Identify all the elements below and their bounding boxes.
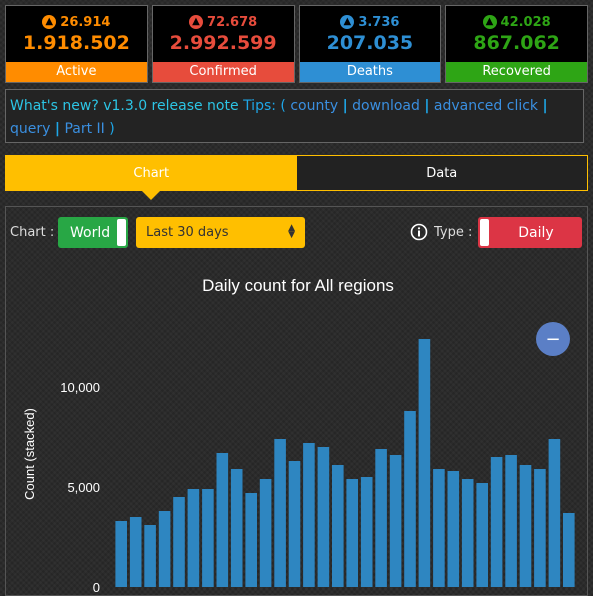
range-select-value: Last 30 days [146, 225, 229, 240]
chart-bar[interactable] [288, 461, 301, 587]
zoom-out-button[interactable] [536, 322, 570, 356]
chart-bar[interactable] [303, 443, 315, 587]
chart-bar[interactable] [129, 517, 142, 587]
stat-total: 2.992.599 [169, 31, 277, 54]
type-toggle-label: Daily [518, 224, 554, 241]
separator: | [342, 98, 348, 114]
chart-bar[interactable] [418, 339, 431, 587]
stat-label: Confirmed [152, 62, 294, 82]
chart-bar[interactable] [144, 525, 156, 587]
chart-bar[interactable] [202, 489, 214, 587]
chart-bar[interactable] [332, 465, 344, 587]
stat-label: Recovered [446, 62, 587, 82]
view-tabs: Chart Data [5, 155, 588, 200]
stat-delta-value: 72.678 [207, 14, 258, 30]
stat-confirmed: ▲ 72.678 2.992.599 Confirmed [151, 5, 295, 83]
chart-panel: Chart : World Last 30 days ▲ ▼ Type : Dai… [5, 206, 588, 596]
y-axis-ticks: 0 5,000 10,000 [60, 380, 100, 595]
bar-series [115, 339, 575, 587]
chart-bar[interactable] [534, 469, 546, 587]
tab-chart[interactable]: Chart [6, 156, 297, 200]
stat-deaths: ▲ 3.736 207.035 Deaths [298, 5, 442, 83]
tips-label: Tips: ( [243, 98, 286, 114]
chart-bar[interactable] [505, 455, 517, 587]
region-toggle-label: World [70, 224, 111, 241]
stat-total: 207.035 [326, 31, 414, 54]
chart-bar[interactable] [490, 457, 503, 587]
stat-recovered: ▲ 42.028 867.062 Recovered [445, 5, 588, 83]
toggle-knob [117, 219, 126, 246]
stat-label: Active [6, 62, 147, 82]
chart-bar[interactable] [173, 497, 185, 587]
stat-delta: ▲ 42.028 [482, 14, 551, 30]
tip-link-query[interactable]: query [10, 121, 51, 137]
arrow-up-icon: ▲ [42, 15, 57, 29]
info-icon[interactable] [410, 223, 428, 241]
tab-data[interactable]: Data [296, 156, 587, 190]
release-note-link[interactable]: v1.3.0 release note [103, 98, 239, 114]
toggle-knob [480, 219, 489, 246]
y-tick-label: 10,000 [60, 380, 100, 395]
chart-bar[interactable] [548, 439, 561, 587]
chart-bar[interactable] [389, 455, 402, 587]
stat-delta-value: 26.914 [60, 14, 111, 30]
stat-total: 1.918.502 [22, 31, 130, 54]
stat-delta-value: 42.028 [500, 14, 551, 30]
whats-new-link[interactable]: What's new? [10, 98, 99, 114]
chart-label: Chart : [10, 225, 55, 240]
chart-bar[interactable] [317, 447, 330, 587]
chart-bar[interactable] [461, 479, 474, 587]
stat-delta: ▲ 26.914 [42, 15, 110, 30]
chart-title: Daily count for All regions [202, 276, 394, 295]
chart-bar[interactable] [245, 493, 257, 587]
chart-bar[interactable] [375, 449, 387, 587]
chart-bar[interactable] [187, 489, 200, 587]
region-toggle-button[interactable]: World [58, 217, 128, 248]
tip-link-download[interactable]: download [352, 98, 420, 114]
stat-active: ▲ 26.914 1.918.502 Active [5, 5, 148, 83]
chart-bar[interactable] [259, 479, 272, 587]
range-select[interactable]: Last 30 days ▲ ▼ [136, 217, 305, 248]
chart-bar[interactable] [519, 465, 532, 587]
chart-bar[interactable] [563, 513, 575, 587]
arrow-up-icon: ▲ [482, 15, 497, 29]
tip-link-part-ii[interactable]: Part II [64, 121, 105, 137]
tips-close: ) [109, 121, 115, 137]
y-tick-label: 5,000 [67, 480, 100, 495]
arrow-up-icon: ▲ [340, 15, 355, 29]
chart-bar[interactable] [476, 483, 488, 587]
chart-bar[interactable] [433, 469, 445, 587]
chart-bar[interactable] [346, 479, 358, 587]
separator: | [424, 98, 430, 114]
chart-bar[interactable] [447, 471, 460, 587]
chart-bar[interactable] [274, 439, 286, 587]
separator: | [542, 98, 548, 114]
y-tick-label: 0 [93, 580, 100, 595]
type-toggle-button[interactable]: Daily [478, 217, 582, 248]
stat-total: 867.062 [473, 31, 560, 54]
sort-caret-icon: ▲ ▼ [288, 223, 295, 240]
minus-icon: − [545, 329, 560, 350]
chart-bar[interactable] [360, 477, 373, 587]
type-label: Type : [434, 225, 473, 240]
chart-bar[interactable] [115, 521, 127, 587]
chart-bar[interactable] [158, 511, 171, 587]
chart-controls: Chart : World Last 30 days ▲ ▼ Type : Dai… [6, 217, 587, 249]
stat-delta: ▲ 72.678 [189, 15, 257, 30]
chart-bar[interactable] [230, 469, 243, 587]
stat-delta-value: 3.736 [358, 14, 400, 30]
daily-chart: Daily count for All regions Count (stack… [22, 276, 575, 595]
separator: | [54, 121, 60, 137]
chart-bar[interactable] [404, 411, 416, 587]
stat-delta: ▲ 3.736 [340, 15, 399, 30]
stat-label: Deaths [299, 62, 441, 82]
tip-link-advanced-click[interactable]: advanced click [433, 98, 539, 114]
arrow-up-icon: ▲ [189, 15, 204, 29]
y-axis-label: Count (stacked) [22, 408, 37, 500]
chart-bar[interactable] [216, 453, 229, 587]
tip-link-county[interactable]: county [290, 98, 339, 114]
stats-bar: ▲ 26.914 1.918.502 Active ▲ 72.678 2.992… [5, 5, 588, 83]
news-banner: What's new? v1.3.0 release note Tips: ( … [5, 89, 584, 143]
